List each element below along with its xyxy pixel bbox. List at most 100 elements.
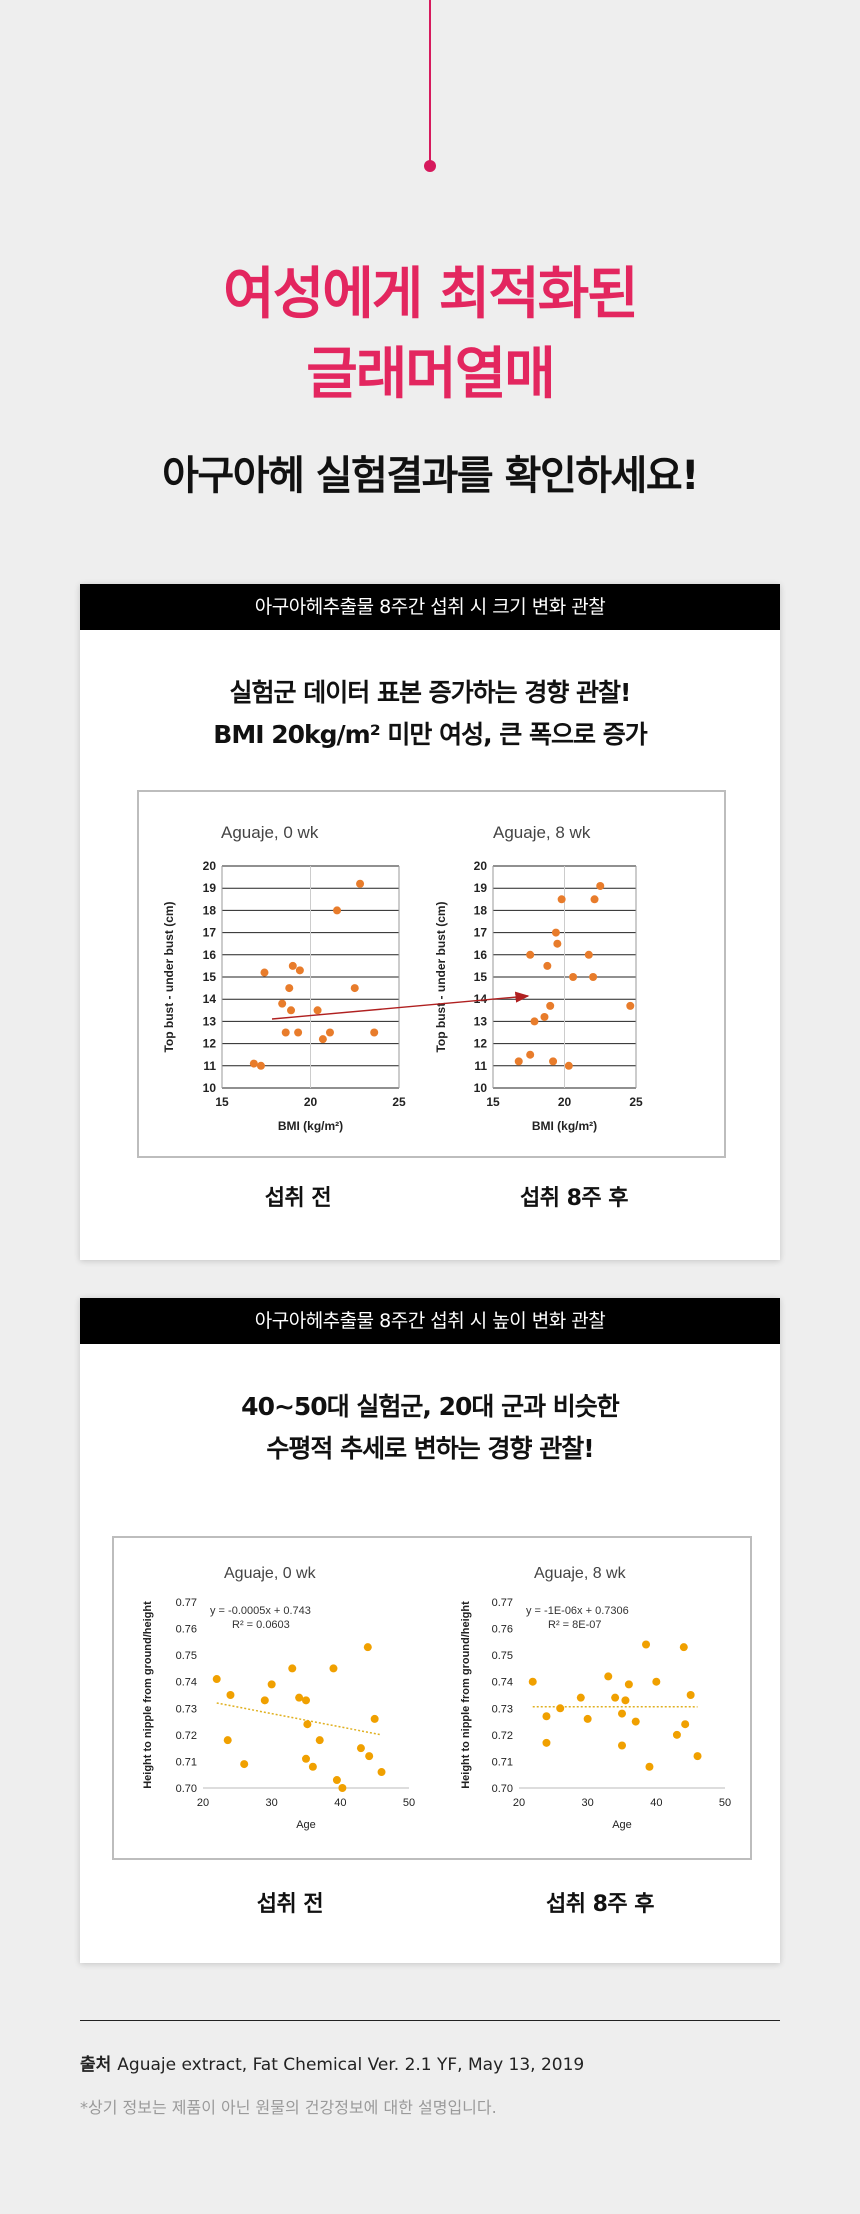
x-tick-label: 25 — [392, 1095, 406, 1109]
description-line1: 40~50대 실험군, 20대 군과 비슷한 — [241, 1392, 620, 1421]
data-point — [621, 1696, 630, 1705]
y-tick-label: 17 — [474, 926, 488, 940]
data-point — [584, 950, 593, 959]
disclaimer-note: *상기 정보는 제품이 아닌 원물의 건강정보에 대한 설명입니다. — [80, 2098, 497, 2117]
data-point — [332, 1776, 341, 1785]
data-point — [278, 999, 287, 1008]
y-tick-label: 0.77 — [176, 1597, 197, 1609]
headline: 여성에게 최적화된 글래머열매 — [0, 255, 860, 415]
x-tick-label: 20 — [197, 1797, 209, 1809]
data-point — [618, 1741, 626, 1750]
data-point — [377, 1768, 386, 1777]
description-line1: 실험군 데이터 표본 증가하는 경향 관찰! — [229, 678, 632, 707]
y-tick-label: 12 — [474, 1037, 488, 1051]
section-header: 아구아헤추출물 8주간 섭취 시 높이 변화 관찰 — [80, 1298, 780, 1344]
data-point — [528, 1677, 537, 1686]
data-point — [267, 1680, 276, 1689]
y-tick-label: 10 — [474, 1081, 488, 1095]
y-tick-label: 20 — [474, 859, 488, 873]
trend-arrow — [271, 991, 530, 1020]
y-tick-label: 0.74 — [176, 1677, 197, 1689]
caption-before: 섭취 전 — [256, 1892, 324, 1917]
data-point — [240, 1760, 249, 1769]
y-tick-label: 0.73 — [492, 1703, 513, 1715]
data-point — [686, 1691, 695, 1699]
data-point — [350, 984, 359, 993]
data-point — [256, 1061, 265, 1070]
chart-title: Aguaje, 0 wk — [224, 1565, 317, 1582]
chart-title: Aguaje, 8 wk — [534, 1565, 627, 1582]
data-point — [325, 1028, 334, 1037]
bmi-chart-before: Aguaje, 0 wk 10 11 12 13 14 15 16 17 18 19 20 15 20 25… — [162, 823, 406, 1133]
y-tick-label: 18 — [474, 903, 488, 917]
data-point — [356, 879, 365, 888]
y-tick-label: 0.76 — [176, 1624, 197, 1636]
data-point — [514, 1057, 523, 1066]
data-point — [365, 1752, 374, 1761]
data-point — [645, 1762, 654, 1771]
data-point — [526, 950, 535, 959]
y-axis-label: Top bust - under bust (cm) — [434, 901, 448, 1052]
data-point — [543, 961, 552, 970]
headline-line2: 글래머열매 — [306, 342, 556, 407]
x-tick-label: 50 — [719, 1797, 731, 1809]
data-point — [564, 1061, 573, 1070]
y-tick-label: 18 — [203, 903, 217, 917]
data-point — [249, 1059, 258, 1068]
trend-arrow-line — [271, 991, 530, 1020]
data-point — [285, 984, 294, 993]
y-tick-label: 16 — [203, 948, 217, 962]
x-tick-label: 20 — [513, 1797, 525, 1809]
data-point — [642, 1640, 651, 1649]
x-tick-label: 20 — [558, 1095, 572, 1109]
y-tick-label: 14 — [203, 992, 217, 1006]
y-tick-label: 0.75 — [176, 1650, 197, 1662]
caption-after: 섭취 8주 후 — [519, 1186, 629, 1211]
data-point — [681, 1720, 690, 1729]
data-point — [313, 1006, 322, 1015]
data-point — [542, 1712, 551, 1721]
x-tick-label: 15 — [215, 1095, 229, 1109]
x-axis-label: BMI (kg/m²) — [532, 1119, 597, 1133]
source-text: Aguaje extract, Fat Chemical Ver. 2.1 YF… — [117, 2055, 585, 2075]
y-axis-label: Top bust - under bust (cm) — [162, 901, 176, 1052]
data-point — [329, 1664, 338, 1673]
data-point — [302, 1696, 310, 1705]
data-point — [288, 1664, 297, 1673]
y-tick-label: 11 — [474, 1059, 487, 1073]
data-point — [590, 895, 599, 904]
y-tick-label: 0.71 — [492, 1756, 513, 1768]
y-tick-label: 0.70 — [176, 1783, 197, 1795]
y-tick-label: 17 — [203, 926, 217, 940]
y-tick-label: 19 — [203, 881, 217, 895]
age-chart-frame: Aguaje, 0 wk 0.70 0.71 0.72 0.73 0.74 0.75 0.76… — [112, 1536, 752, 1860]
x-tick-label: 40 — [650, 1797, 662, 1809]
data-point — [672, 1730, 681, 1739]
data-point — [526, 1050, 535, 1059]
data-point — [596, 881, 605, 890]
data-point — [260, 1696, 269, 1705]
x-axis-label: Age — [612, 1819, 632, 1831]
y-tick-label: 0.75 — [492, 1650, 513, 1662]
y-axis-label: Height to nipple from ground/height — [142, 1601, 154, 1789]
section-header: 아구아헤추출물 8주간 섭취 시 크기 변화 관찰 — [80, 584, 780, 630]
y-tick-label: 10 — [203, 1081, 217, 1095]
data-point — [302, 1754, 310, 1763]
data-point — [338, 1784, 347, 1792]
trend-r-squared: R² = 8E-07 — [548, 1619, 602, 1631]
age-chart-after: Aguaje, 8 wk 0.70 0.71 0.72 0.73 0.74 0.75 0.76… — [460, 1565, 731, 1831]
data-point — [679, 1643, 688, 1652]
y-tick-label: 0.70 — [492, 1783, 513, 1795]
x-tick-label: 15 — [486, 1095, 500, 1109]
data-point — [356, 1744, 365, 1753]
data-point — [530, 1017, 539, 1026]
y-tick-label: 20 — [203, 859, 217, 873]
y-tick-label: 0.76 — [492, 1624, 513, 1636]
description-line2: 수평적 추세로 변하는 경향 관찰! — [266, 1434, 594, 1463]
data-point — [542, 1738, 551, 1747]
data-point — [652, 1677, 661, 1686]
caption-before: 섭취 전 — [264, 1186, 332, 1211]
data-point — [693, 1752, 702, 1761]
data-point — [589, 973, 598, 981]
data-point — [557, 895, 566, 904]
